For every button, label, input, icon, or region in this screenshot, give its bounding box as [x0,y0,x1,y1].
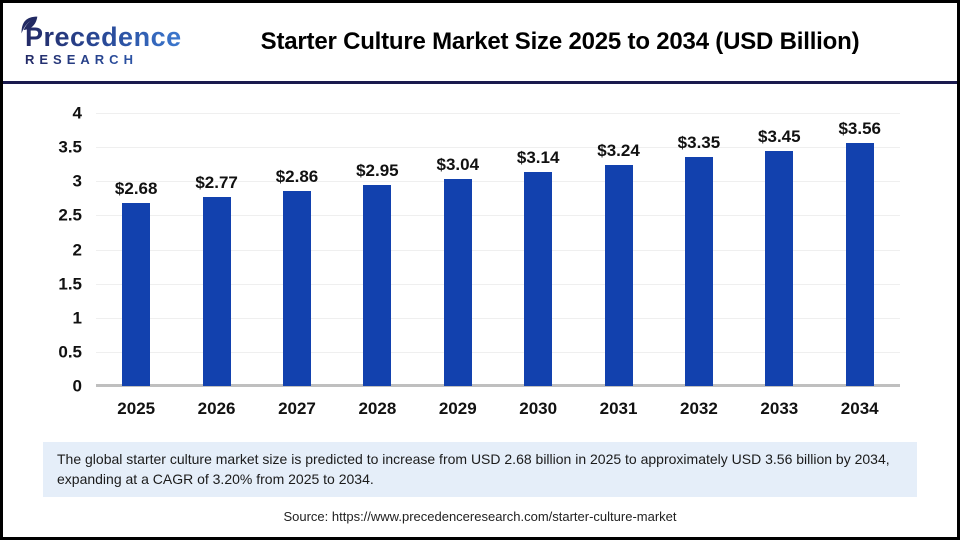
bar-group: $3.24 [578,113,658,386]
gridline [96,249,900,251]
x-tick-label: 2029 [438,399,477,418]
y-tick-label: 3 [72,171,82,191]
x-baseline [96,384,900,387]
bar [443,178,472,386]
bar-group: $3.14 [498,113,578,386]
bar-value-label: $3.45 [758,126,801,146]
logo-subtitle: RESEARCH [25,52,193,67]
bar [202,196,231,386]
bar-value-label: $2.77 [195,172,238,192]
source-line: Source: https://www.precedenceresearch.c… [283,509,677,524]
bar-value-label: $3.14 [516,147,560,167]
bar [282,190,311,386]
header: Precedence RESEARCH Starter Culture Mark… [3,3,957,81]
bar-value-label: $3.24 [597,140,640,160]
bar [524,171,553,386]
bar-value-label: $2.86 [275,166,319,186]
bar [845,143,874,386]
y-axis: 0 0.5 1 1.5 2 2.5 3 3.5 4 [3,105,86,395]
gridline [96,215,900,217]
leaf-icon [21,16,38,34]
description-text: The global starter culture market size i… [57,451,890,488]
bar-group: $3.56 [820,113,900,386]
bar-group: $2.68 [96,113,176,386]
bar [122,203,151,386]
y-tick-label: 1.5 [58,274,82,294]
gridline [96,283,900,285]
y-tick-label: 0.5 [58,342,82,362]
bar-group: $3.04 [418,113,498,386]
gridline [96,351,900,353]
logo-wordmark: Precedence [25,22,193,51]
bar-group: $3.45 [739,113,819,386]
bar-value-label: $2.68 [114,179,158,199]
x-tick-label: 2031 [599,399,638,418]
gridline [96,147,900,149]
plot-area: $2.68 $2.77 $2.86 $2.95 $3.04 $3.14 $3.24 $3.35… [96,113,900,387]
bar-group: $2.77 [176,113,256,386]
x-axis: 2025 2026 2027 2028 2029 2030 2031 2032 2033 2034 [96,399,900,419]
bar [765,150,794,386]
bar-group: $3.35 [659,113,739,386]
y-tick-label: 0 [72,376,82,396]
bar-value-label: $3.04 [436,154,480,174]
x-tick-label: 2027 [278,399,316,418]
bar-value-label: $3.35 [677,133,721,153]
gridline [96,181,900,183]
y-tick-label: 2 [72,240,82,259]
x-tick-label: 2033 [760,399,799,418]
description-box: The global starter culture market size i… [43,442,917,497]
x-tick-label: 2025 [117,399,156,418]
bar [604,164,633,386]
bar-value-label: $2.95 [356,160,399,180]
x-tick-label: 2034 [840,399,879,418]
x-tick-label: 2026 [197,399,236,418]
bar-group: $2.95 [337,113,417,386]
gridline [96,317,900,319]
x-tick-label: 2030 [519,399,558,418]
y-tick-label: 4 [72,103,82,123]
bar [363,184,392,386]
bar-value-label: $3.56 [838,119,881,139]
y-tick-label: 2.5 [58,205,82,225]
bar [684,157,713,386]
chart-title: Starter Culture Market Size 2025 to 2034… [260,28,860,55]
gridline [96,113,900,114]
y-tick-label: 1 [72,308,82,328]
precedence-research-logo: Precedence RESEARCH [3,16,193,67]
x-tick-label: 2032 [680,399,718,418]
y-tick-label: 3.5 [58,137,82,157]
x-tick-label: 2028 [358,399,397,418]
header-divider [3,81,957,84]
bar-group: $2.86 [257,113,337,386]
